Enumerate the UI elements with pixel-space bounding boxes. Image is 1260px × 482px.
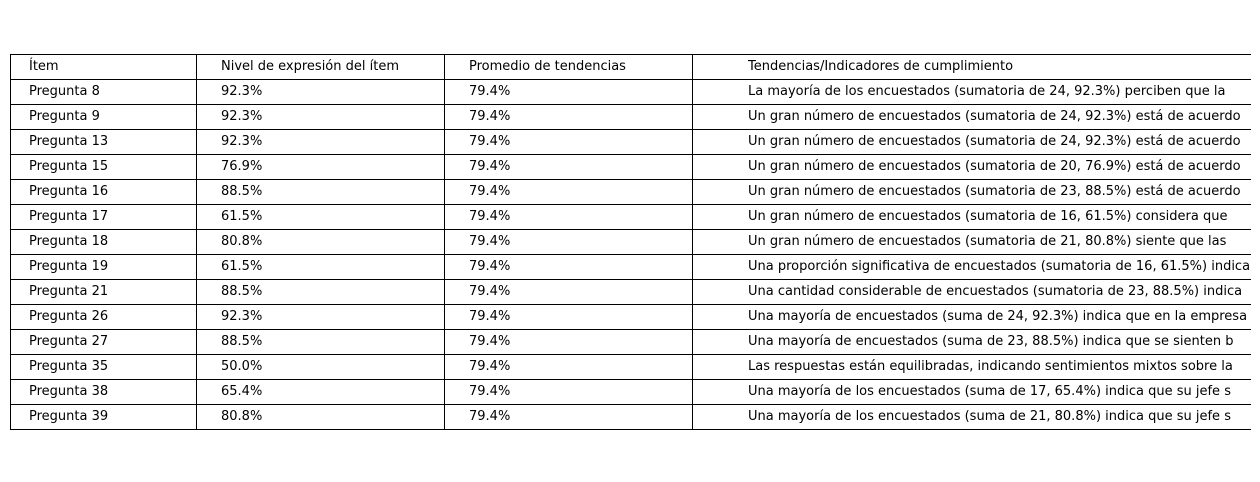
- cell-item: Pregunta 17: [10, 204, 197, 230]
- cell-trend-average: 79.4%: [444, 104, 693, 130]
- cell-expression-level: 92.3%: [196, 79, 445, 105]
- cell-indicator: Una proporción significativa de encuesta…: [692, 254, 1251, 280]
- cell-indicator: Un gran número de encuestados (sumatoria…: [692, 129, 1251, 155]
- cell-trend-average: 79.4%: [444, 304, 693, 330]
- cell-expression-level: 92.3%: [196, 129, 445, 155]
- table-body: Ítem Nivel de expresión del ítem Promedi…: [10, 54, 1251, 430]
- table-row: Pregunta 39 80.8% 79.4% Una mayoría de los …: [10, 404, 1251, 430]
- cell-expression-level: 65.4%: [196, 379, 445, 405]
- cell-indicator: Una mayoría de encuestados (suma de 23, …: [692, 329, 1251, 355]
- cell-trend-average: 79.4%: [444, 154, 693, 180]
- cell-indicator: Una mayoría de los encuestados (suma de …: [692, 404, 1251, 430]
- table-row: Pregunta 9 92.3% 79.4% Un gran número de en…: [10, 104, 1251, 130]
- table-row: Pregunta 13 92.3% 79.4% Un gran número de e…: [10, 129, 1251, 155]
- cell-expression-level: 50.0%: [196, 354, 445, 380]
- cell-indicator: Un gran número de encuestados (sumatoria…: [692, 154, 1251, 180]
- header-expression-level: Nivel de expresión del ítem: [196, 54, 445, 80]
- cell-expression-level: 88.5%: [196, 329, 445, 355]
- cell-trend-average: 79.4%: [444, 404, 693, 430]
- cell-item: Pregunta 9: [10, 104, 197, 130]
- cell-indicator: Una mayoría de encuestados (suma de 24, …: [692, 304, 1251, 330]
- table-row: Pregunta 17 61.5% 79.4% Un gran número de e…: [10, 204, 1251, 230]
- cell-expression-level: 61.5%: [196, 254, 445, 280]
- cell-indicator: Un gran número de encuestados (sumatoria…: [692, 204, 1251, 230]
- table-row: Pregunta 19 61.5% 79.4% Una proporción sign…: [10, 254, 1251, 280]
- header-item: Ítem: [10, 54, 197, 80]
- cell-expression-level: 88.5%: [196, 279, 445, 305]
- cell-item: Pregunta 39: [10, 404, 197, 430]
- cell-item: Pregunta 13: [10, 129, 197, 155]
- cell-indicator: Un gran número de encuestados (sumatoria…: [692, 179, 1251, 205]
- header-row: Ítem Nivel de expresión del ítem Promedi…: [10, 54, 1251, 80]
- header-indicators: Tendencias/Indicadores de cumplimiento: [692, 54, 1251, 80]
- cell-item: Pregunta 19: [10, 254, 197, 280]
- cell-item: Pregunta 21: [10, 279, 197, 305]
- table-row: Pregunta 8 92.3% 79.4% La mayoría de los en…: [10, 79, 1251, 105]
- cell-expression-level: 92.3%: [196, 304, 445, 330]
- table-row: Pregunta 26 92.3% 79.4% Una mayoría de encu…: [10, 304, 1251, 330]
- table-row: Pregunta 38 65.4% 79.4% Una mayoría de los …: [10, 379, 1251, 405]
- table-row: Pregunta 27 88.5% 79.4% Una mayoría de encu…: [10, 329, 1251, 355]
- cell-item: Pregunta 15: [10, 154, 197, 180]
- cell-expression-level: 92.3%: [196, 104, 445, 130]
- cell-trend-average: 79.4%: [444, 379, 693, 405]
- cell-expression-level: 61.5%: [196, 204, 445, 230]
- cell-trend-average: 79.4%: [444, 229, 693, 255]
- cell-item: Pregunta 26: [10, 304, 197, 330]
- cell-item: Pregunta 16: [10, 179, 197, 205]
- table-row: Pregunta 21 88.5% 79.4% Una cantidad consid…: [10, 279, 1251, 305]
- cell-trend-average: 79.4%: [444, 129, 693, 155]
- cell-expression-level: 80.8%: [196, 404, 445, 430]
- table-row: Pregunta 18 80.8% 79.4% Un gran número de e…: [10, 229, 1251, 255]
- table-row: Pregunta 15 76.9% 79.4% Un gran número de e…: [10, 154, 1251, 180]
- cell-item: Pregunta 18: [10, 229, 197, 255]
- cell-expression-level: 76.9%: [196, 154, 445, 180]
- cell-trend-average: 79.4%: [444, 354, 693, 380]
- cell-trend-average: 79.4%: [444, 279, 693, 305]
- cell-item: Pregunta 35: [10, 354, 197, 380]
- cell-trend-average: 79.4%: [444, 79, 693, 105]
- table-row: Pregunta 35 50.0% 79.4% Las respuestas está…: [10, 354, 1251, 380]
- data-table-container: Ítem Nivel de expresión del ítem Promedi…: [10, 54, 1251, 430]
- cell-indicator: Un gran número de encuestados (sumatoria…: [692, 229, 1251, 255]
- table-row: Pregunta 16 88.5% 79.4% Un gran número de e…: [10, 179, 1251, 205]
- cell-trend-average: 79.4%: [444, 254, 693, 280]
- cell-trend-average: 79.4%: [444, 329, 693, 355]
- data-table: Ítem Nivel de expresión del ítem Promedi…: [10, 54, 1251, 430]
- cell-item: Pregunta 27: [10, 329, 197, 355]
- cell-expression-level: 88.5%: [196, 179, 445, 205]
- cell-expression-level: 80.8%: [196, 229, 445, 255]
- cell-item: Pregunta 38: [10, 379, 197, 405]
- cell-trend-average: 79.4%: [444, 204, 693, 230]
- cell-indicator: Las respuestas están equilibradas, indic…: [692, 354, 1251, 380]
- cell-indicator: La mayoría de los encuestados (sumatoria…: [692, 79, 1251, 105]
- header-trend-average: Promedio de tendencias: [444, 54, 693, 80]
- cell-indicator: Una mayoría de los encuestados (suma de …: [692, 379, 1251, 405]
- cell-indicator: Un gran número de encuestados (sumatoria…: [692, 104, 1251, 130]
- cell-item: Pregunta 8: [10, 79, 197, 105]
- cell-trend-average: 79.4%: [444, 179, 693, 205]
- cell-indicator: Una cantidad considerable de encuestados…: [692, 279, 1251, 305]
